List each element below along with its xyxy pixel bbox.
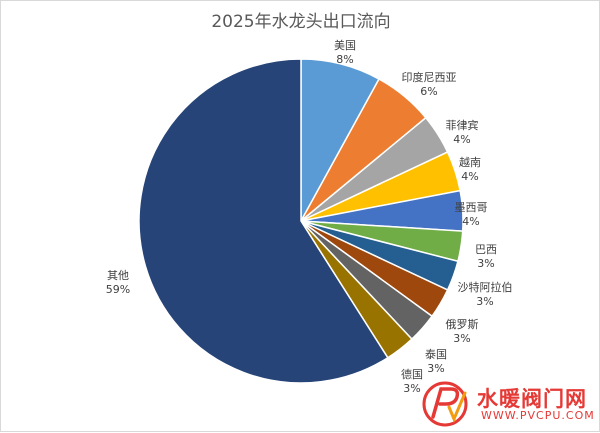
watermark-url: WWW.PVCPU.COM bbox=[481, 409, 595, 422]
pie-slice bbox=[138, 58, 389, 384]
slice-percent-label: 8% bbox=[336, 53, 353, 66]
slice-percent-label: 6% bbox=[420, 85, 437, 98]
slice-percent-label: 59% bbox=[106, 283, 130, 296]
slice-label: 菲律宾 bbox=[446, 118, 479, 132]
slice-label: 越南 bbox=[459, 155, 481, 169]
slice-percent-label: 3% bbox=[427, 362, 444, 375]
slice-label: 美国 bbox=[334, 39, 356, 52]
slice-percent-label: 3% bbox=[453, 332, 470, 345]
slice-label: 俄罗斯 bbox=[446, 318, 479, 331]
watermark-logo: 水暖阀门网 WWW.PVCPU.COM bbox=[419, 377, 599, 429]
slice-percent-label: 3% bbox=[403, 382, 420, 395]
slice-label: 巴西 bbox=[475, 243, 497, 256]
watermark-pv-icon bbox=[422, 381, 468, 427]
slice-percent-label: 3% bbox=[476, 295, 493, 308]
slice-label: 沙特阿拉伯 bbox=[458, 280, 513, 294]
chart-title: 2025年水龙头出口流向 bbox=[211, 12, 391, 32]
slice-percent-label: 4% bbox=[461, 170, 478, 183]
slice-label: 德国 bbox=[401, 367, 423, 381]
slice-label: 其他 bbox=[107, 269, 129, 282]
slice-label: 墨西哥 bbox=[455, 201, 488, 214]
slice-percent-label: 3% bbox=[477, 257, 494, 270]
slice-label: 泰国 bbox=[425, 347, 447, 361]
slice-percent-label: 4% bbox=[453, 133, 470, 146]
slice-label: 印度尼西亚 bbox=[402, 70, 457, 84]
slice-percent-label: 4% bbox=[462, 215, 479, 228]
watermark-title: 水暖阀门网 bbox=[477, 387, 587, 411]
